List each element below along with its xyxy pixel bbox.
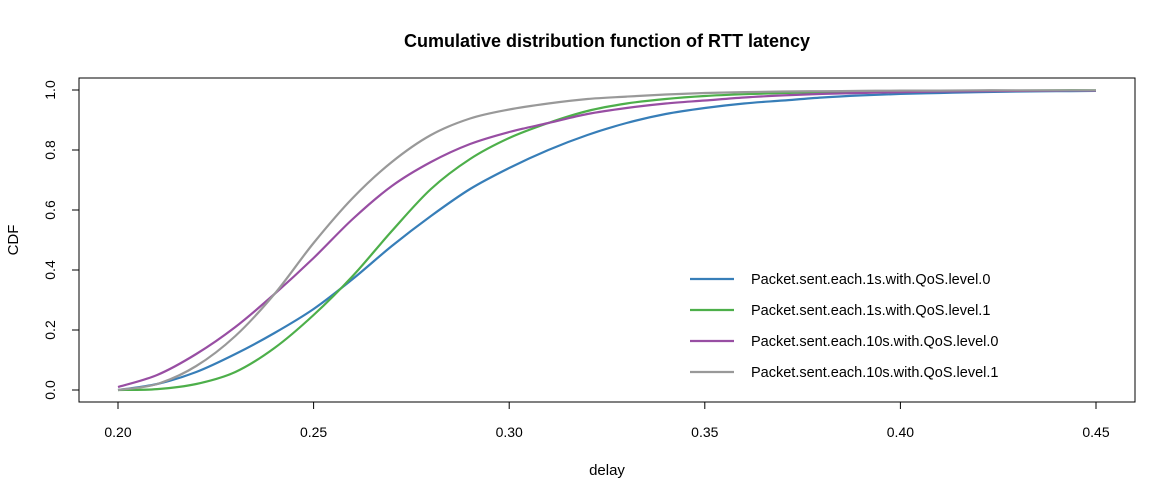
y-tick-label: 1.0 [42, 80, 58, 100]
legend: Packet.sent.each.1s.with.QoS.level.0 Pack… [690, 272, 998, 381]
x-axis-label: delay [589, 462, 625, 479]
y-tick-label: 0.4 [42, 260, 58, 280]
x-tick-label: 0.25 [300, 424, 327, 440]
x-tick-label: 0.35 [691, 424, 718, 440]
x-axis: 0.20 0.25 0.30 0.35 0.40 0.45 [104, 401, 1110, 440]
y-axis: 0.0 0.2 0.4 0.6 0.8 1.0 [42, 80, 80, 400]
series-line-0 [117, 89, 1097, 392]
chart-title: Cumulative distribution function of RTT … [404, 31, 810, 51]
y-axis-label: CDF [5, 225, 22, 256]
x-tick-label: 0.20 [104, 424, 131, 440]
series-group [117, 89, 1097, 392]
series-line-3 [117, 89, 1096, 392]
x-tick-label: 0.45 [1082, 424, 1109, 440]
y-tick-label: 0.6 [42, 200, 58, 220]
x-tick-label: 0.40 [887, 424, 914, 440]
legend-label-0: Packet.sent.each.1s.with.QoS.level.0 [751, 272, 990, 288]
y-tick-label: 0.0 [42, 380, 58, 400]
y-tick-label: 0.2 [42, 320, 58, 340]
y-tick-label: 0.8 [42, 140, 58, 160]
x-tick-label: 0.30 [496, 424, 523, 440]
legend-label-2: Packet.sent.each.10s.with.QoS.level.0 [751, 334, 998, 350]
legend-label-3: Packet.sent.each.10s.with.QoS.level.1 [751, 365, 998, 381]
legend-label-1: Packet.sent.each.1s.with.QoS.level.1 [751, 303, 990, 319]
